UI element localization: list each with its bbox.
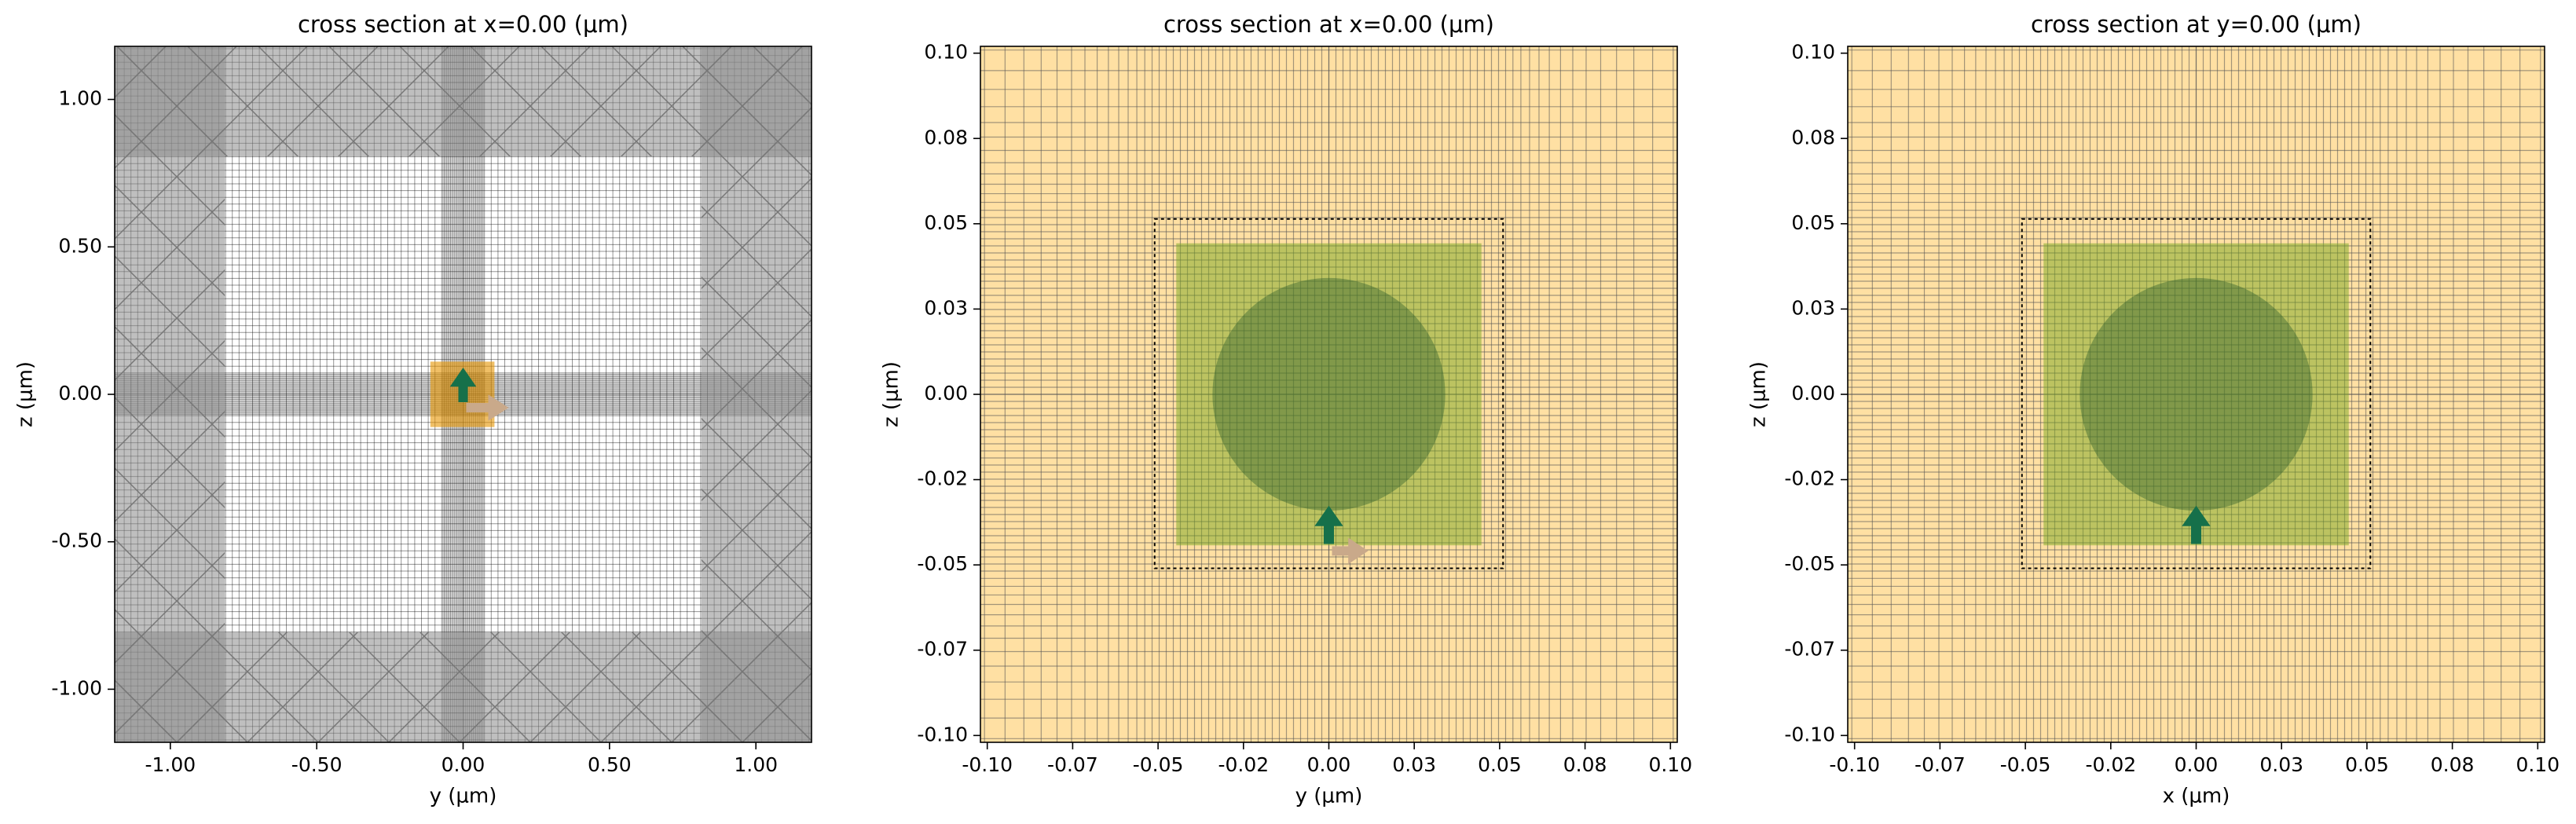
x-tick-label: -0.02 — [1218, 753, 1269, 776]
y-axis-label: z (μm) — [14, 361, 38, 427]
y-tick-label: -0.10 — [917, 723, 968, 745]
x-tick-label: -0.10 — [1829, 753, 1880, 776]
x-tick-label: 0.03 — [2259, 753, 2303, 776]
x-tick-label: 1.00 — [734, 753, 778, 776]
chart-title: cross section at y=0.00 (μm) — [2031, 11, 2362, 38]
x-tick-label: 0.05 — [1478, 753, 1522, 776]
plot-area — [980, 46, 1677, 742]
y-tick-label: 0.03 — [924, 296, 968, 319]
x-tick-label: 0.10 — [2516, 753, 2560, 776]
x-tick-label: -1.00 — [145, 753, 196, 776]
y-tick-label: 0.00 — [924, 382, 968, 405]
y-axis-label: z (μm) — [1747, 361, 1771, 427]
y-tick-label: -0.05 — [1784, 552, 1835, 575]
x-axis-label: y (μm) — [430, 785, 497, 808]
y-tick-label: 0.03 — [1791, 296, 1835, 319]
plot-area — [1848, 46, 2545, 742]
y-tick-label: 0.10 — [924, 41, 968, 64]
source-arrow — [1314, 505, 1343, 544]
x-tick-label: 0.05 — [2345, 753, 2389, 776]
structure-box — [1176, 243, 1482, 546]
x-tick-label: -0.10 — [962, 753, 1013, 776]
y-tick-label: -0.07 — [1784, 638, 1835, 661]
x-tick-label: 0.00 — [2175, 753, 2219, 776]
x-tick-label: 0.03 — [1392, 753, 1436, 776]
y-tick-label: 1.00 — [58, 87, 102, 110]
y-tick-label: 0.00 — [1791, 382, 1835, 405]
plot-area — [115, 46, 812, 742]
monitor-box — [1153, 218, 1504, 569]
x-tick-label: 0.00 — [1307, 753, 1351, 776]
structure-sphere — [2079, 277, 2313, 511]
y-tick-label: -0.05 — [917, 552, 968, 575]
y-tick-label: -0.50 — [51, 529, 102, 552]
y-axis-label: z (μm) — [880, 361, 903, 427]
x-tick-label: -0.05 — [2000, 753, 2051, 776]
x-axis-label: y (μm) — [1295, 785, 1363, 808]
pml-hatch — [115, 46, 225, 742]
chart-title: cross section at x=0.00 (μm) — [298, 11, 628, 38]
y-tick-label: 0.00 — [58, 382, 102, 405]
x-tick-label: -0.50 — [291, 753, 343, 776]
monitor-box — [2021, 218, 2372, 569]
chart-title: cross section at x=0.00 (μm) — [1163, 11, 1494, 38]
source-arrow — [466, 394, 509, 421]
x-tick-label: 0.08 — [1563, 753, 1607, 776]
pml-hatch — [115, 632, 812, 742]
pml-hatch — [115, 46, 812, 156]
x-tick-label: 0.10 — [1648, 753, 1692, 776]
y-tick-label: -0.10 — [1784, 723, 1835, 745]
x-tick-label: -0.02 — [2085, 753, 2136, 776]
y-tick-label: 0.08 — [1791, 126, 1835, 148]
structure-box — [2043, 243, 2349, 546]
x-tick-label: -0.05 — [1133, 753, 1184, 776]
y-tick-label: 0.08 — [924, 126, 968, 148]
source-arrow — [449, 368, 477, 402]
source-arrow — [1332, 537, 1369, 565]
y-tick-label: 0.10 — [1791, 41, 1835, 64]
structure-sphere — [1212, 277, 1446, 511]
x-tick-label: 0.00 — [442, 753, 486, 776]
x-tick-label: -0.07 — [1915, 753, 1966, 776]
source-arrow — [2182, 505, 2211, 544]
x-tick-label: 0.08 — [2431, 753, 2475, 776]
y-tick-label: -0.02 — [1784, 467, 1835, 490]
y-tick-label: -0.07 — [917, 638, 968, 661]
y-tick-label: -0.02 — [917, 467, 968, 490]
x-tick-label: 0.50 — [588, 753, 632, 776]
pml-hatch — [701, 46, 812, 742]
x-axis-label: x (μm) — [2163, 785, 2230, 808]
y-tick-label: 0.05 — [1791, 211, 1835, 234]
x-tick-label: -0.07 — [1047, 753, 1098, 776]
y-tick-label: 0.50 — [58, 234, 102, 257]
y-tick-label: 0.05 — [924, 211, 968, 234]
y-tick-label: -1.00 — [51, 676, 102, 699]
